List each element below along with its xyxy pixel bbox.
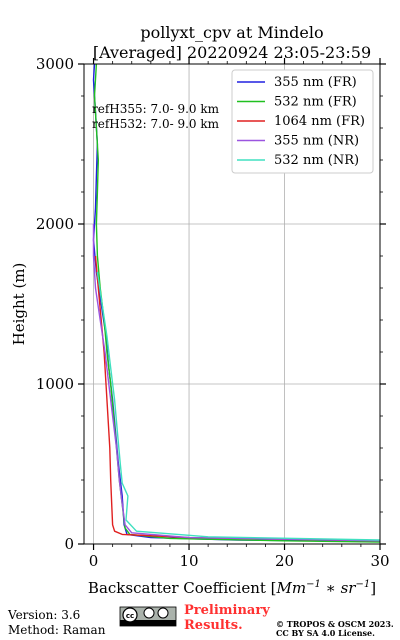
axis-tick-labels: 0 10 20 30 0 1000 2000 3000 (36, 55, 390, 570)
y-tick-label: 0 (64, 535, 74, 553)
sa-icon (157, 607, 169, 619)
method-text: Method: Raman (8, 623, 106, 637)
by-icon (143, 607, 155, 619)
x-tick-label: 20 (275, 552, 294, 570)
axis-ticks (78, 58, 386, 550)
series-line-532-nm-nr (96, 271, 381, 541)
annotation-refh355: refH355: 7.0- 9.0 km (92, 102, 220, 116)
series-layer (92, 63, 381, 543)
chart-title-line2: [Averaged] 20220924 23:05-23:59 (93, 43, 371, 62)
x-tick-label: 30 (370, 552, 389, 570)
copyright-line1: © TROPOS & OSCM 2023. (276, 619, 394, 629)
legend-label-355-nm-nr: 355 nm (NR) (274, 134, 359, 149)
legend-label-355-nm-fr: 355 nm (FR) (274, 75, 357, 90)
y-axis-label: Height (m) (10, 263, 28, 346)
y-tick-label: 3000 (36, 55, 74, 73)
chart-title-line1: pollyxt_cpv at Mindelo (140, 23, 323, 42)
legend-box (231, 69, 374, 174)
results-label: Results. (184, 618, 243, 633)
cc-icon (122, 607, 138, 623)
series-line-532-nm-fr (93, 63, 381, 543)
y-tick-label: 2000 (36, 215, 74, 233)
preliminary-label: Preliminary (184, 603, 270, 618)
series-line-355-nm-nr (92, 224, 381, 542)
annotation-refh532: refH532: 7.0- 9.0 km (92, 117, 220, 131)
legend: 355 nm (FR) 532 nm (FR) 1064 nm (FR) 355 nm… (231, 69, 374, 174)
legend-label-1064-nm-fr: 1064 nm (FR) (274, 114, 365, 129)
legend-label-532-nm-nr: 532 nm (NR) (274, 153, 359, 168)
y-tick-label: 1000 (36, 375, 74, 393)
svg-text:cc: cc (126, 612, 134, 620)
cc-license-badge: cc (119, 606, 177, 627)
x-tick-label: 10 (179, 552, 198, 570)
x-tick-label: 0 (89, 552, 99, 570)
x-axis-label: Backscatter Coefficient [Mm−1 ∗ sr−1] (88, 579, 376, 597)
copyright-line2: CC BY SA 4.0 License. (276, 628, 375, 638)
legend-label-532-nm-fr: 532 nm (FR) (274, 95, 357, 110)
plot-frame (83, 63, 381, 545)
version-text: Version: 3.6 (7, 608, 80, 622)
